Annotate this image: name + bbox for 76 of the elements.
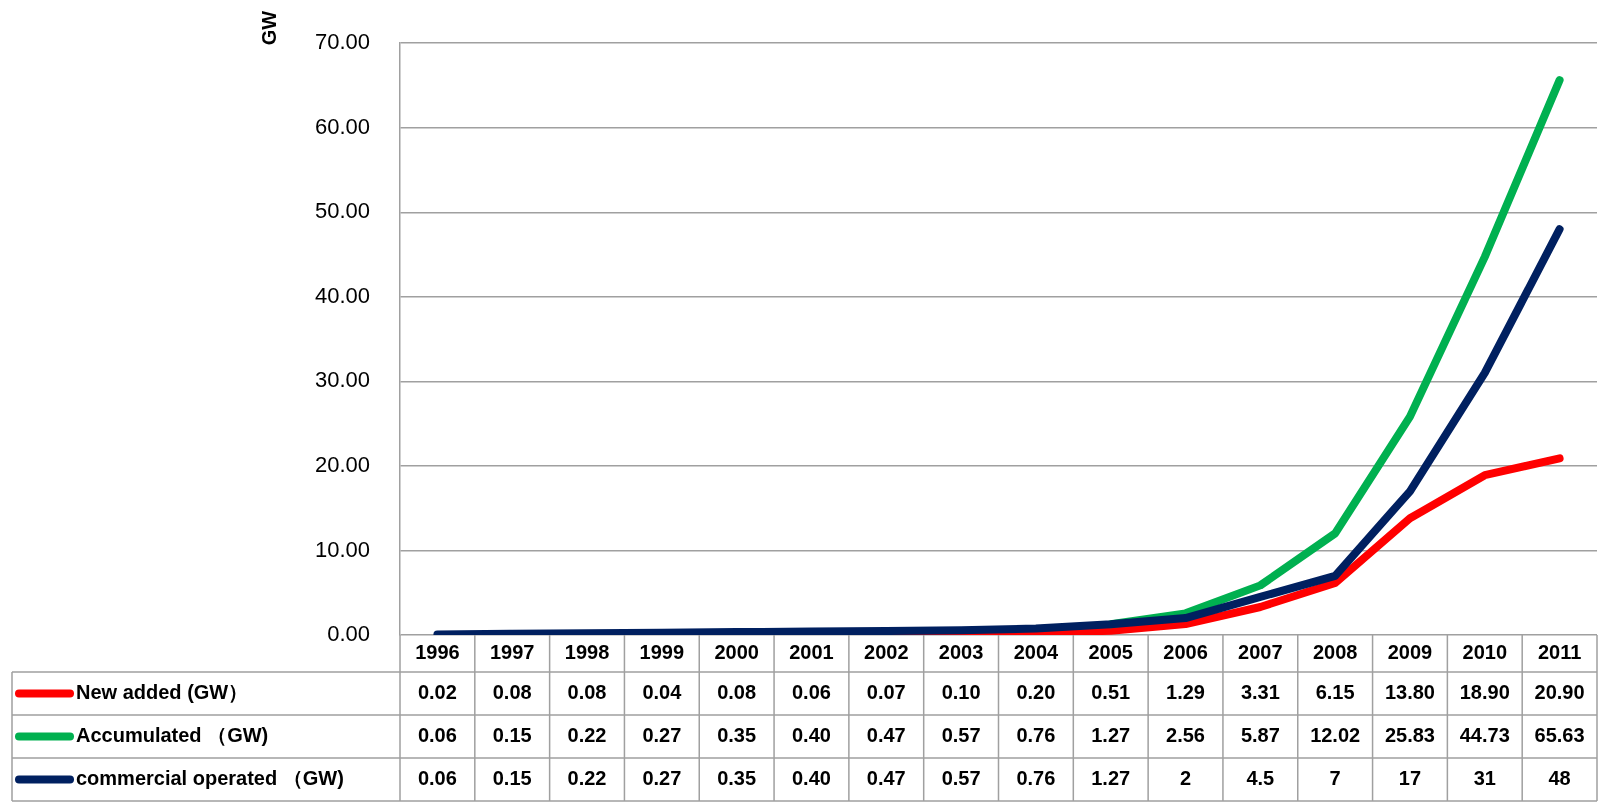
text: 0.02 <box>417 681 457 704</box>
x-tick-label: 2002 <box>864 641 909 664</box>
data-label: 7 <box>1329 767 1341 790</box>
legend-label: Accumulated （GW) <box>76 724 269 747</box>
data-label: 18.90 <box>1459 681 1510 704</box>
y-tick-label: 10.00 <box>314 536 370 562</box>
data-label: 1.27 <box>1091 724 1131 747</box>
legend-label: commercial operated （GW) <box>76 767 344 790</box>
text: 0.76 <box>1016 724 1056 747</box>
text: 0.57 <box>941 724 981 747</box>
data-label: 6.15 <box>1315 681 1355 704</box>
y-tick-label: 50.00 <box>314 198 370 224</box>
x-tick-label: 1996 <box>415 641 460 664</box>
data-label: 4.5 <box>1246 767 1275 790</box>
data-label: 0.20 <box>1016 681 1056 704</box>
x-tick-label: 2011 <box>1537 641 1582 664</box>
legend-label: New added (GW） <box>76 681 249 704</box>
data-label: 5.87 <box>1240 724 1280 747</box>
text: 0.04 <box>642 681 682 704</box>
data-label: 0.15 <box>492 767 532 790</box>
x-tick-label: 2009 <box>1387 641 1433 664</box>
y-tick-label: 0.00 <box>327 621 370 647</box>
text: 0.06 <box>417 724 457 747</box>
x-tick-label: 2001 <box>789 641 834 664</box>
x-tick-label: 2003 <box>938 641 984 664</box>
text: 0.06 <box>792 681 831 704</box>
data-label: 2.56 <box>1166 724 1205 747</box>
data-label: 3.31 <box>1240 681 1280 704</box>
data-label: 0.35 <box>717 767 757 790</box>
x-tick-label: 2010 <box>1462 641 1508 664</box>
data-label: 2 <box>1179 767 1192 790</box>
text: 0.47 <box>866 724 906 747</box>
y-tick-label: 60.00 <box>314 113 370 139</box>
data-label: 25.83 <box>1384 724 1435 747</box>
text: 0.08 <box>717 681 757 704</box>
data-label: 0.22 <box>567 767 607 790</box>
data-label: 0.10 <box>941 681 981 704</box>
x-tick-label: 1997 <box>489 641 535 664</box>
data-label: 48 <box>1548 767 1571 790</box>
data-label: 31 <box>1473 767 1496 790</box>
text: 0.15 <box>492 724 532 747</box>
text: 0.35 <box>717 724 757 747</box>
x-tick-label: 1999 <box>639 641 685 664</box>
data-label: 12.02 <box>1310 724 1361 747</box>
text: 0.08 <box>492 681 532 704</box>
data-label: 65.63 <box>1534 724 1585 747</box>
x-tick-label: 2004 <box>1013 641 1060 664</box>
data-label: 0.47 <box>866 767 906 790</box>
x-tick-label: 2008 <box>1312 641 1358 664</box>
y-tick-label: 30.00 <box>314 367 370 393</box>
data-label: 0.51 <box>1091 681 1131 704</box>
x-tick-label: 2000 <box>714 641 759 664</box>
text: 0.40 <box>792 724 831 747</box>
data-label: 20.90 <box>1534 681 1585 704</box>
data-label: 0.76 <box>1016 767 1056 790</box>
y-tick-label: 70.00 <box>314 29 370 55</box>
text: 0.22 <box>567 724 607 747</box>
data-label: 44.73 <box>1459 724 1510 747</box>
data-label: 0.40 <box>792 767 831 790</box>
y-tick-label: 40.00 <box>314 282 370 308</box>
text: 0.08 <box>567 681 607 704</box>
x-tick-label: 2006 <box>1163 641 1208 664</box>
x-tick-label: 2005 <box>1088 641 1133 664</box>
data-label: 0.07 <box>866 681 906 704</box>
y-axis-title: GW <box>257 10 280 46</box>
x-tick-label: 2007 <box>1238 641 1283 664</box>
data-label: 17 <box>1398 767 1422 790</box>
y-tick-label: 20.00 <box>314 451 370 477</box>
data-label: 0.06 <box>417 767 457 790</box>
text: 0.27 <box>642 724 682 747</box>
data-label: 1.27 <box>1091 767 1131 790</box>
data-label: 13.80 <box>1384 681 1435 704</box>
x-tick-label: 1998 <box>564 641 610 664</box>
data-label: 0.27 <box>642 767 682 790</box>
data-label: 0.57 <box>941 767 981 790</box>
data-label: 1.29 <box>1166 681 1205 704</box>
